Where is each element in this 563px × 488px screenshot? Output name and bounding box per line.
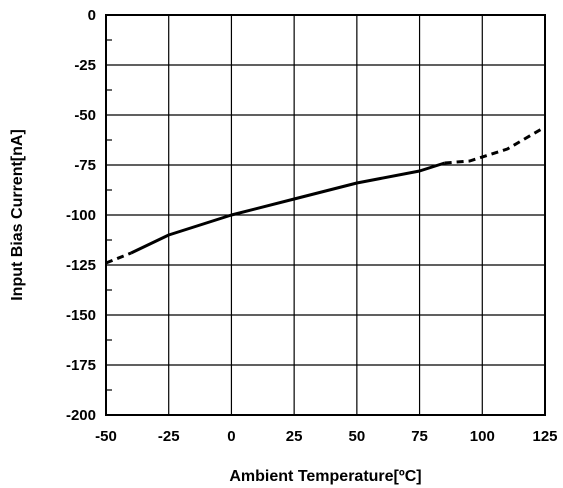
y-axis-label: Input Bias Current[nA] bbox=[9, 129, 26, 301]
x-tick-label: 75 bbox=[411, 428, 428, 445]
y-tick-label: -200 bbox=[66, 407, 96, 424]
x-tick-label: 100 bbox=[470, 428, 495, 445]
y-tick-label: -25 bbox=[74, 57, 96, 74]
x-tick-label: 0 bbox=[227, 428, 235, 445]
x-tick-labels: -50 -25 0 25 50 75 100 125 bbox=[95, 428, 557, 445]
y-tick-label: -100 bbox=[66, 207, 96, 224]
series-line-solid bbox=[130, 161, 446, 255]
grid bbox=[105, 14, 546, 416]
y-tick-label: -125 bbox=[66, 257, 96, 274]
series-line-dashed bbox=[105, 251, 132, 265]
x-axis-label: Ambient Temperature[ºC] bbox=[229, 468, 421, 485]
y-tick-label: 0 bbox=[88, 7, 96, 24]
y-tick-label: -150 bbox=[66, 307, 96, 324]
x-tick-label: 125 bbox=[532, 428, 557, 445]
plot-area-frame bbox=[105, 14, 546, 416]
series-line-dashed bbox=[444, 125, 546, 165]
y-tick-labels: 0 -25 -50 -75 -100 -125 -150 -175 -200 bbox=[66, 7, 96, 424]
x-tick-label: 50 bbox=[349, 428, 366, 445]
y-tick-label: -50 bbox=[74, 107, 96, 124]
y-tick-label: -75 bbox=[74, 157, 96, 174]
x-tick-label: -25 bbox=[158, 428, 180, 445]
y-tick-label: -175 bbox=[66, 357, 96, 374]
series-group bbox=[105, 125, 546, 265]
x-tick-label: -50 bbox=[95, 428, 117, 445]
x-tick-label: 25 bbox=[286, 428, 303, 445]
